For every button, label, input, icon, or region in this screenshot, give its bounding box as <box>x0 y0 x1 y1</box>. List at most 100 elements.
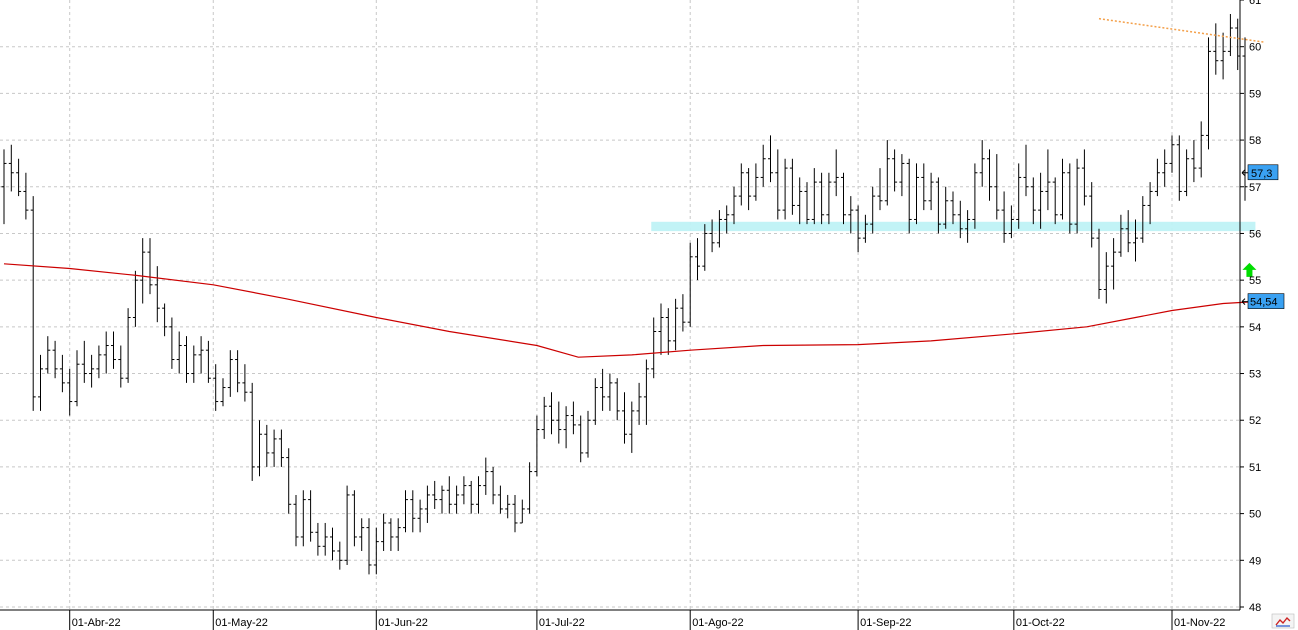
ohlc-bar <box>884 140 890 206</box>
y-tick-label: 52 <box>1249 415 1261 427</box>
ohlc-bar <box>249 382 255 481</box>
ohlc-bar <box>622 392 627 444</box>
ohlc-bar <box>1045 149 1051 211</box>
ohlc-bar <box>1176 135 1182 201</box>
ohlc-bar <box>629 401 635 453</box>
ohlc-bar <box>592 378 598 425</box>
ohlc-bar <box>8 144 14 192</box>
ohlc-bar <box>74 350 80 407</box>
ohlc-bar <box>906 158 912 234</box>
ohlc-bar <box>1133 219 1138 262</box>
ohlc-bar <box>52 340 58 379</box>
ohlc-bar <box>804 182 810 225</box>
ohlc-bar <box>308 490 314 542</box>
ohlc-bar <box>227 350 233 397</box>
ohlc-bar <box>1111 238 1117 290</box>
ohlc-bar <box>424 485 430 523</box>
ohlc-bar <box>278 429 284 467</box>
ohlc-bar <box>454 485 460 514</box>
ohlc-bar <box>1038 172 1044 229</box>
ohlc-bar <box>921 163 927 211</box>
ohlc-bar <box>67 368 73 416</box>
x-tick-label: 01-Ago-22 <box>692 617 743 629</box>
ohlc-bar <box>264 424 270 467</box>
ohlc-bar <box>271 429 277 467</box>
ohlc-bar <box>527 462 533 514</box>
ohlc-bar <box>614 378 620 421</box>
x-axis-ticks: 01-Abr-22 01-May-22 01-Jun-22 01-Jul-22 01-A… <box>69 610 1225 630</box>
ohlc-bar <box>556 401 562 444</box>
ohlc-bar <box>862 214 868 243</box>
ohlc-bar <box>1206 37 1211 150</box>
ohlc-bar <box>914 163 919 225</box>
ohlc-bar <box>687 242 693 327</box>
ohlc-bar <box>162 303 168 337</box>
ohlc-bar <box>819 172 825 225</box>
ohlc-bar <box>1074 158 1080 234</box>
y-tick-label: 58 <box>1249 135 1261 147</box>
ohlc-bar <box>432 480 438 509</box>
ohlc-bar <box>1191 140 1197 183</box>
ohlc-bar <box>1184 149 1190 197</box>
ohlc-bar <box>665 308 671 355</box>
ohlc-bar <box>337 541 343 570</box>
ohlc-bar <box>381 513 387 551</box>
grid-lines <box>0 0 1240 610</box>
ma-pointer-icon <box>1241 298 1248 305</box>
ohlc-bar <box>23 172 29 220</box>
ohlc-bar <box>111 331 116 369</box>
ohlc-bar <box>1140 196 1146 243</box>
ohlc-bar <box>673 298 679 351</box>
ohlc-bar <box>410 490 416 533</box>
ohlc-bar <box>205 340 211 383</box>
ohlc-bar <box>789 158 795 215</box>
ohlc-bar <box>643 359 649 425</box>
x-tick-label: 01-Sep-22 <box>860 617 911 629</box>
ohlc-bar <box>366 518 372 575</box>
ohlc-bar <box>468 480 474 514</box>
x-tick-label: 01-Jun-22 <box>378 617 428 629</box>
ohlc-bar <box>570 401 576 435</box>
ohlc-bar <box>724 205 730 234</box>
ohlc-bar <box>59 354 65 393</box>
ohlc-bar <box>607 373 613 411</box>
ohlc-bar <box>45 336 51 374</box>
ohlc-bar <box>716 210 722 248</box>
ohlc-bar <box>797 177 803 225</box>
y-tick-label: 48 <box>1249 602 1261 614</box>
ohlc-bar <box>957 200 963 239</box>
corner-logo-icon <box>1271 613 1295 629</box>
y-tick-label: 60 <box>1249 42 1261 54</box>
ohlc-bar <box>541 396 547 439</box>
ohlc-bar <box>1147 182 1153 225</box>
ohlc-bar <box>446 476 452 514</box>
ohlc-bar <box>965 210 971 243</box>
y-tick-label: 59 <box>1249 88 1261 100</box>
ohlc-bar <box>994 154 1000 220</box>
ohlc-bar <box>81 340 87 383</box>
ohlc-bar <box>892 149 898 192</box>
ohlc-bar <box>1103 252 1109 304</box>
ohlc-bar <box>1089 182 1095 248</box>
moving-average-line <box>3 263 1256 358</box>
ohlc-bar <box>841 172 846 225</box>
ohlc-bar <box>1220 32 1226 80</box>
ohlc-bar <box>315 522 321 556</box>
y-tick-label: 50 <box>1249 509 1261 521</box>
ohlc-bar <box>330 527 335 561</box>
ohlc-bar <box>855 205 861 253</box>
support-band-rect <box>651 221 1256 232</box>
ohlc-bar <box>1125 210 1131 253</box>
ohlc-bar <box>519 499 525 524</box>
ohlc-bar <box>870 186 876 234</box>
ohlc-bar <box>731 186 737 225</box>
ohlc-bar <box>709 219 715 253</box>
ohlc-bar <box>322 522 328 556</box>
ohlc-bar <box>943 186 949 229</box>
ohlc-bar <box>680 294 686 332</box>
ohlc-bar <box>38 354 43 411</box>
y-tick-label: 54 <box>1249 322 1261 334</box>
ohlc-bar <box>578 415 584 463</box>
ohlc-bar <box>359 518 365 551</box>
